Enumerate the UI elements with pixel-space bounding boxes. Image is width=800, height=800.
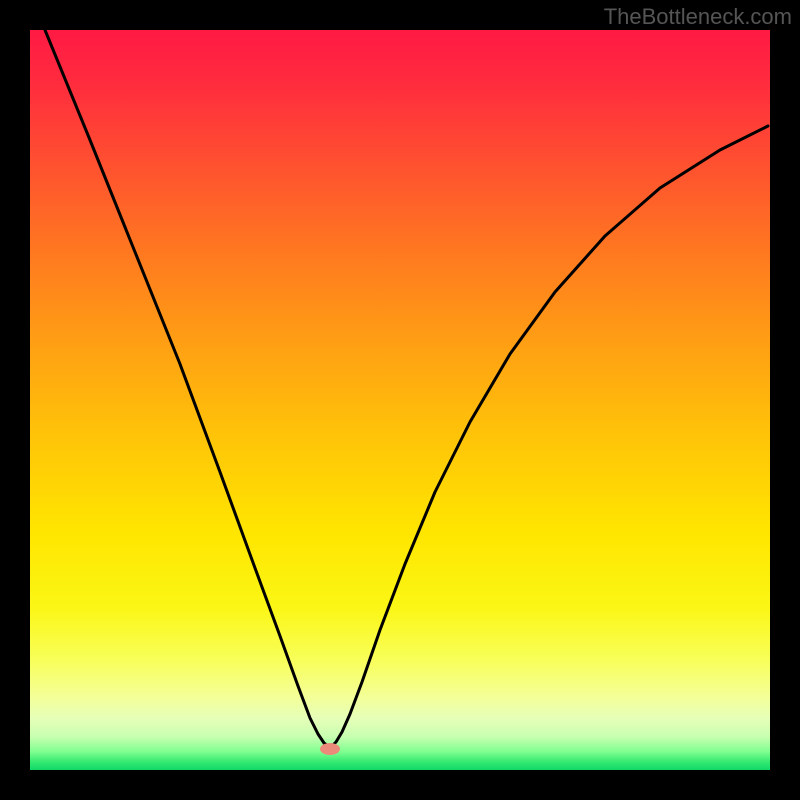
minimum-marker bbox=[320, 743, 340, 755]
chart-frame: TheBottleneck.com bbox=[0, 0, 800, 800]
plot-svg bbox=[30, 30, 770, 770]
plot-area bbox=[30, 30, 770, 770]
gradient-background bbox=[30, 30, 770, 770]
watermark-text: TheBottleneck.com bbox=[604, 4, 792, 30]
